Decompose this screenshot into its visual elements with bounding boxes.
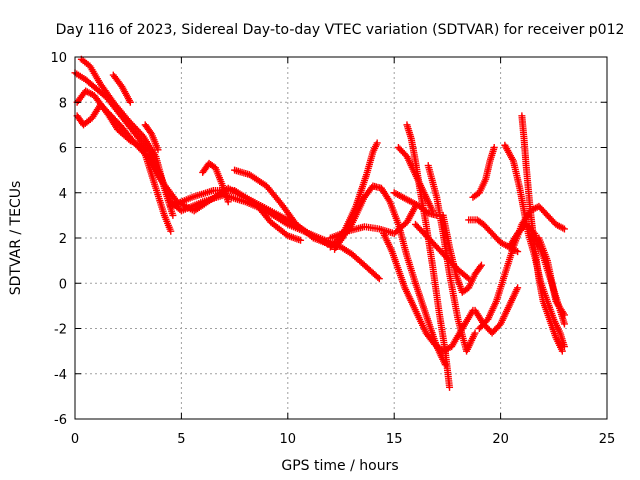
chart-title: Day 116 of 2023, Sidereal Day-to-day VTE… (56, 22, 625, 38)
data-series-layer (71, 55, 568, 391)
data-point (169, 211, 177, 219)
data-series-26 (535, 234, 568, 319)
data-series-20 (469, 144, 498, 201)
y-tick-label: -2 (54, 323, 67, 338)
y-tick-label: -6 (54, 413, 67, 428)
data-point (126, 98, 134, 106)
axis-ticks (74, 56, 608, 420)
data-series-8 (167, 186, 305, 244)
data-series-5 (141, 121, 162, 154)
data-series-24 (518, 112, 566, 355)
x-tick-label: 15 (386, 432, 403, 447)
data-point (446, 383, 454, 391)
y-axis-label: SDTVAR / TECUs (8, 181, 24, 296)
data-series-6 (199, 159, 232, 206)
y-tick-label: 4 (59, 187, 67, 202)
data-point (514, 284, 522, 292)
y-tick-label: 2 (59, 232, 67, 247)
data-point (373, 139, 381, 147)
data-point (167, 227, 175, 235)
x-axis-label: GPS time / hours (281, 458, 398, 474)
data-series-22 (475, 202, 568, 332)
data-point (471, 329, 479, 337)
data-point (490, 144, 498, 151)
data-series-18 (439, 211, 485, 296)
y-tick-label: 10 (50, 51, 67, 66)
data-series-17 (424, 162, 479, 355)
y-tick-label: 8 (59, 96, 67, 111)
data-point (429, 207, 437, 215)
data-point (375, 275, 383, 283)
data-series-4 (109, 71, 134, 106)
data-point (560, 225, 568, 233)
data-point (477, 261, 485, 269)
data-point (374, 273, 382, 281)
y-tick-labels: -6 -4 -2 0 2 4 6 8 10 (50, 51, 67, 428)
data-point (558, 347, 566, 355)
data-series-11 (326, 202, 419, 242)
x-tick-labels: 0 5 10 15 20 25 (71, 432, 615, 447)
data-series-15 (394, 144, 437, 215)
data-point (297, 236, 305, 244)
data-series-14 (403, 121, 454, 391)
data-point (224, 198, 232, 206)
x-tick-label: 20 (492, 432, 509, 447)
data-series-3 (77, 55, 177, 219)
x-tick-label: 5 (177, 432, 185, 447)
x-tick-label: 25 (599, 432, 616, 447)
data-point (463, 273, 471, 281)
x-tick-label: 0 (71, 432, 79, 447)
data-point (560, 311, 568, 319)
data-series-9 (326, 139, 381, 251)
data-point (476, 263, 484, 271)
data-point (529, 228, 537, 236)
y-tick-label: -4 (54, 368, 67, 383)
data-point (154, 146, 162, 154)
x-tick-label: 10 (280, 432, 297, 447)
y-tick-label: 0 (59, 277, 67, 292)
y-tick-label: 6 (59, 142, 67, 157)
data-series-7 (231, 166, 334, 249)
data-point (560, 320, 568, 328)
